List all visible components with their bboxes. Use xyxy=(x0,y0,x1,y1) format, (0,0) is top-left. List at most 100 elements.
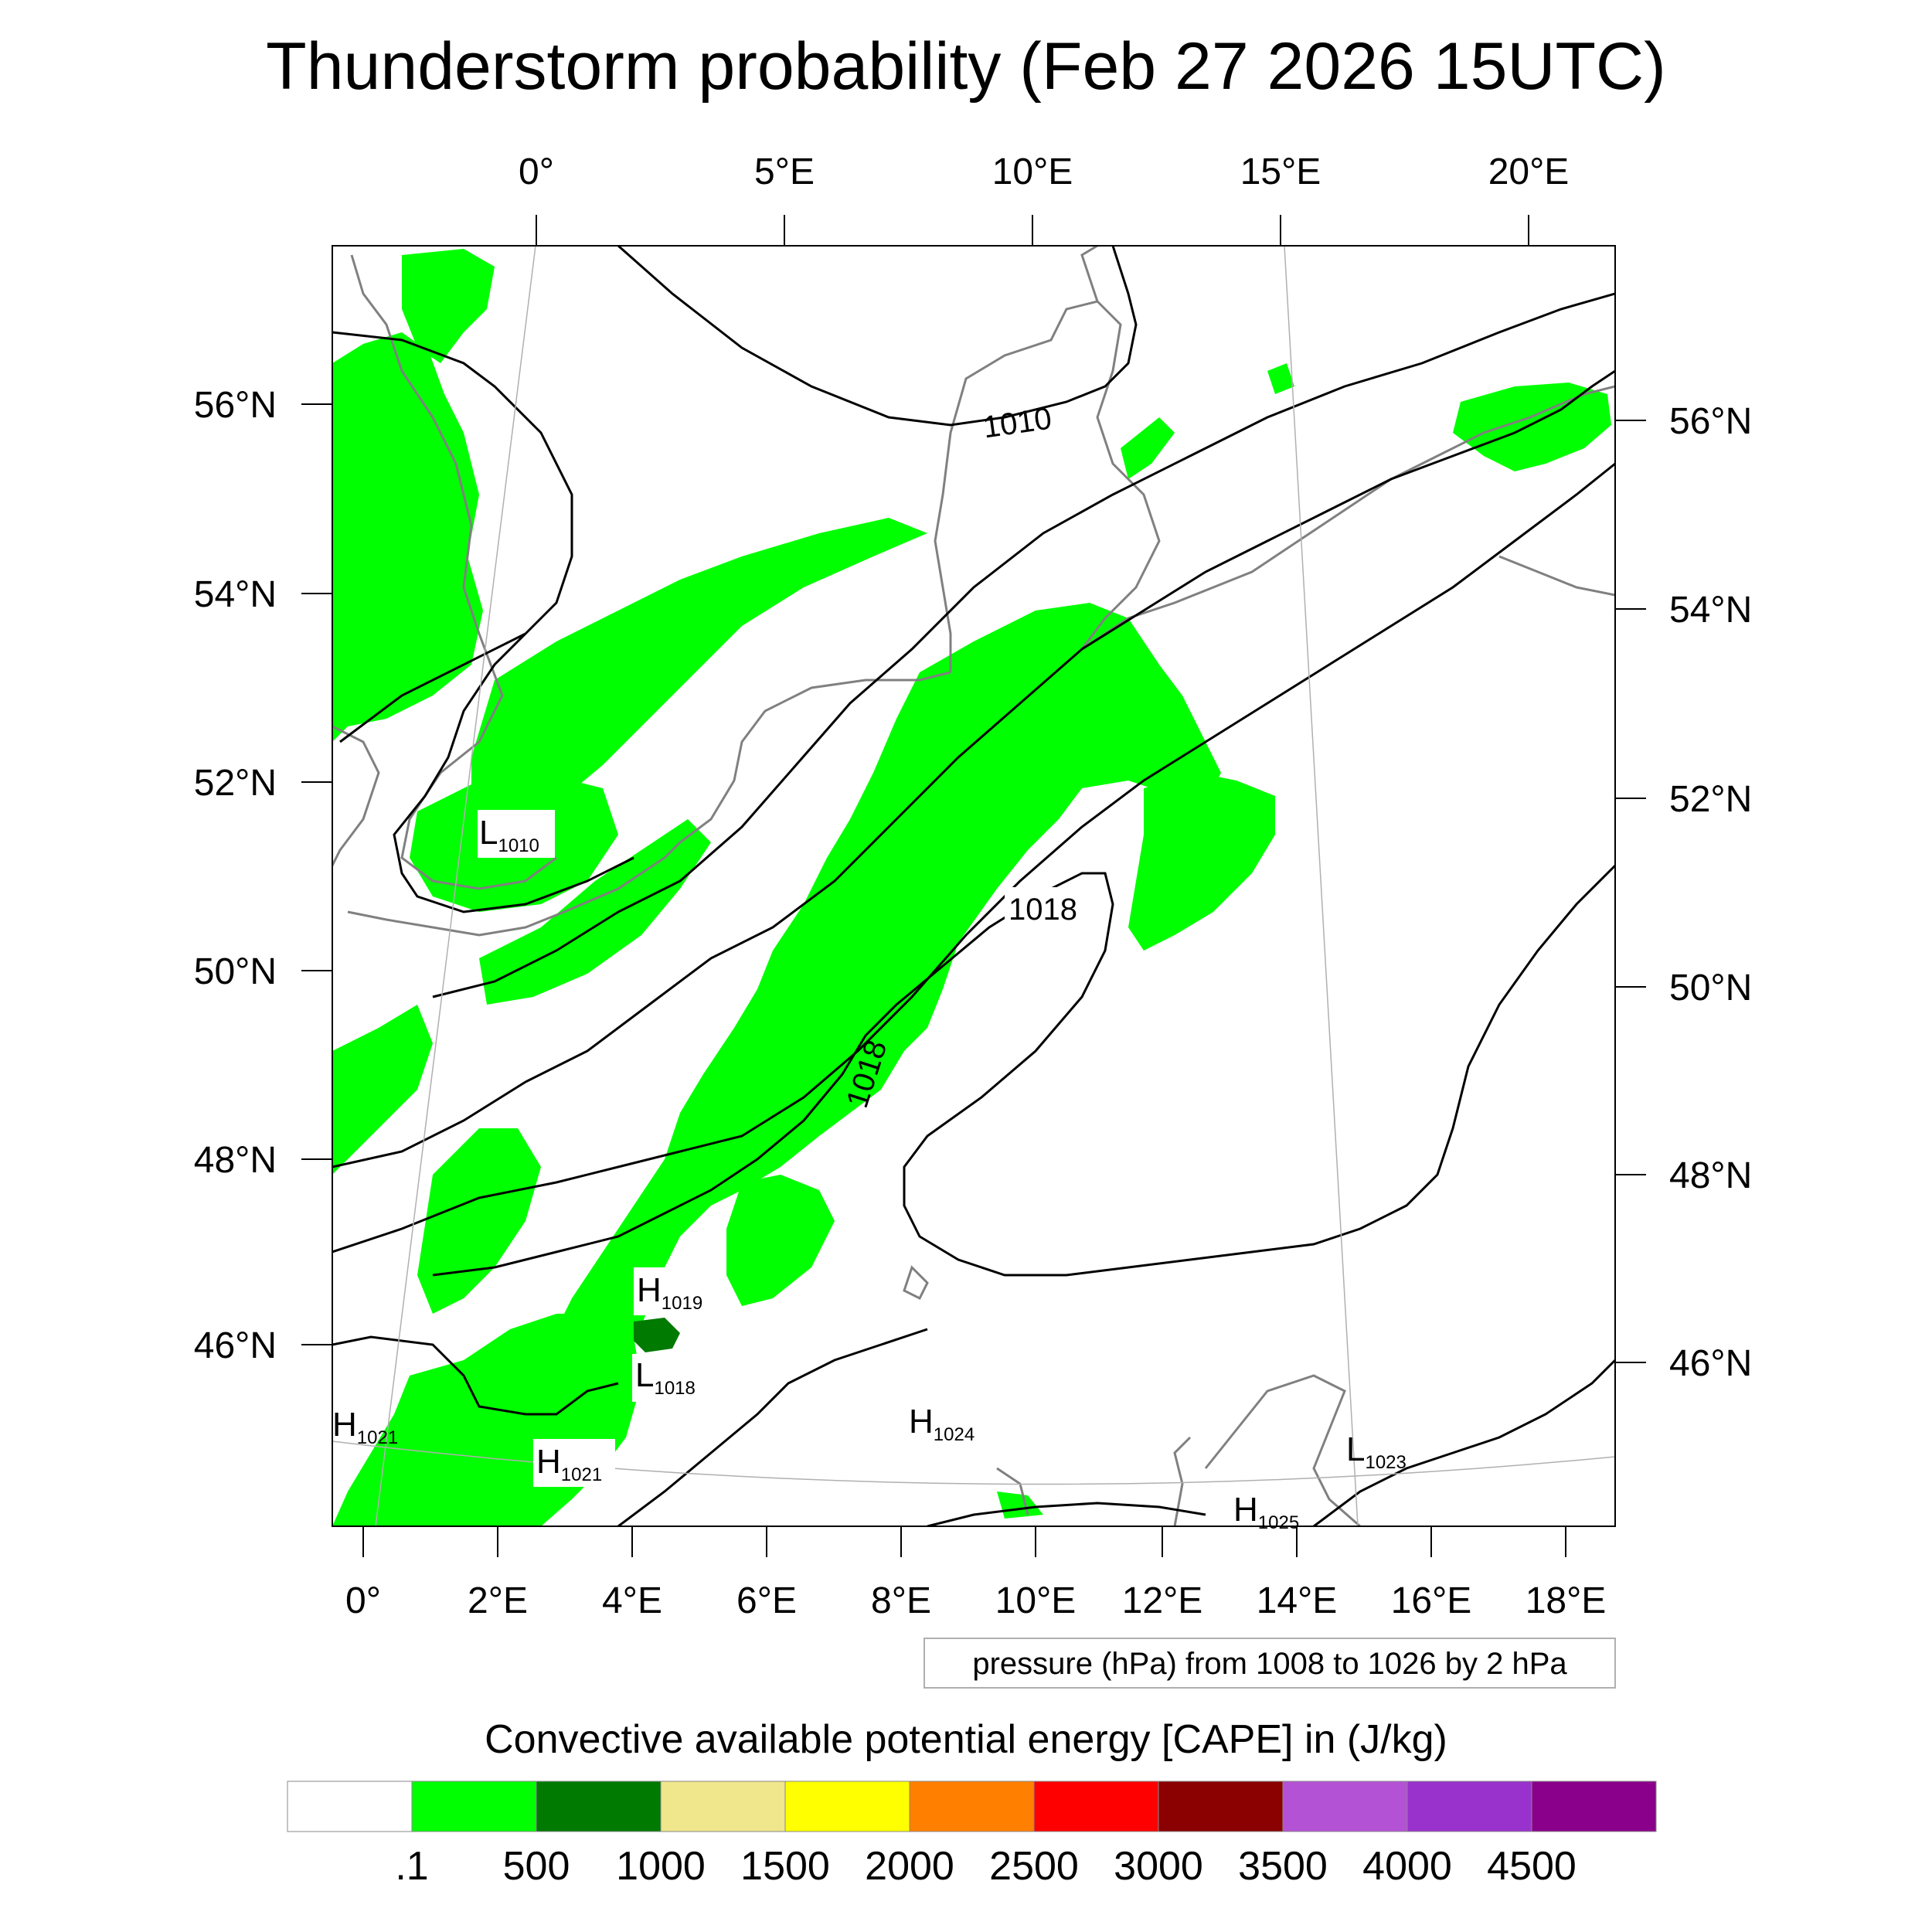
top-lon-label: 20°E xyxy=(1488,151,1570,192)
cape-area-czech xyxy=(1128,773,1275,951)
bottom-lon-label: 14°E xyxy=(1257,1580,1338,1621)
pressure-center: H1021 xyxy=(332,1406,398,1448)
cape-area-france-southwest xyxy=(332,1005,433,1175)
coastlines xyxy=(332,246,1615,1526)
colorbar-label: 3500 xyxy=(1238,1844,1328,1889)
colorbar-swatch xyxy=(1033,1781,1159,1832)
isobar-1022 xyxy=(617,1328,928,1526)
parallel-45n xyxy=(332,1440,1615,1485)
top-lon-label: 5°E xyxy=(754,151,815,192)
right-lat-label: 54°N xyxy=(1669,590,1752,631)
right-lat-label: 48°N xyxy=(1669,1155,1752,1196)
coastline-lake xyxy=(903,1265,929,1301)
map-frame xyxy=(332,245,1616,1527)
colorbar-label: 1000 xyxy=(616,1844,706,1889)
colorbar-label: 4500 xyxy=(1487,1844,1577,1889)
cape-area-denmark xyxy=(1121,417,1175,479)
top-lon-label: 10°E xyxy=(992,151,1073,192)
bottom-lon-label: 12°E xyxy=(1122,1580,1203,1621)
contour-note: pressure (hPa) from 1008 to 1026 by 2 hP… xyxy=(923,1638,1616,1689)
isobar-1012 xyxy=(432,292,1615,998)
top-lon-label: 0° xyxy=(519,151,554,192)
bottom-lon-label: 6°E xyxy=(736,1580,797,1621)
right-lat-label: 56°N xyxy=(1669,401,1752,442)
isobar-1010-north xyxy=(332,331,634,913)
isobar-1016 xyxy=(332,462,1615,1253)
bottom-lon-label: 18°E xyxy=(1526,1580,1607,1621)
bottom-lon-label: 4°E xyxy=(602,1580,662,1621)
coastline-ireland xyxy=(332,725,380,866)
bottom-lon-label: 8°E xyxy=(871,1580,931,1621)
contour-note-text: pressure (hPa) from 1008 to 1026 by 2 hP… xyxy=(972,1647,1567,1681)
colorbar-title: Convective available potential energy [C… xyxy=(485,1717,1447,1762)
contour-label: 1018 xyxy=(1009,893,1077,927)
left-lat-label: 56°N xyxy=(194,385,277,426)
isobar-1014 xyxy=(332,369,1615,1168)
colorbar-swatch xyxy=(1406,1781,1532,1832)
cape-area-france-west xyxy=(417,1128,541,1314)
coastline-italy xyxy=(1173,1436,1192,1526)
cape-area-poland-small xyxy=(1267,363,1294,394)
contour-note-box xyxy=(923,1638,1616,1689)
isobars xyxy=(332,246,1615,1526)
meridian-0 xyxy=(375,246,536,1526)
colorbar-swatch xyxy=(1282,1781,1408,1832)
colorbar: Convective available potential energy [C… xyxy=(287,1717,1657,1889)
map-panel: 0° 5°E 10°E 15°E 20°E 0° 2°E 4°E 6°E 8°E… xyxy=(194,151,1753,1621)
cape-fields-mid xyxy=(634,1318,680,1352)
ticks xyxy=(301,215,1646,1557)
cape-area-1000 xyxy=(634,1318,680,1352)
graticule xyxy=(332,246,1615,1526)
cape-area-corsica xyxy=(997,1492,1043,1519)
colorbar-swatch xyxy=(784,1781,910,1832)
pressure-center: L1010 xyxy=(479,814,539,856)
cape-area-uk-north xyxy=(332,332,483,742)
colorbar-label: 4000 xyxy=(1362,1844,1452,1889)
left-lat-label: 50°N xyxy=(194,951,277,992)
colorbar-label: 3000 xyxy=(1114,1844,1203,1889)
colorbar-swatch xyxy=(1531,1781,1657,1832)
colorbar-label: .1 xyxy=(395,1844,428,1889)
top-lon-label: 15°E xyxy=(1240,151,1321,192)
pressure-center: L1023 xyxy=(1346,1430,1406,1473)
left-lat-label: 54°N xyxy=(194,574,277,615)
pressure-centers: L1010 H1019 L1018 H1021 H1021 H1024 L102… xyxy=(332,810,1406,1533)
isobar-south-east xyxy=(1313,1359,1615,1526)
left-lat-label: 46°N xyxy=(194,1325,277,1366)
cape-area-alps-band xyxy=(726,1175,835,1306)
cape-area-scotland xyxy=(402,249,495,363)
right-lat-labels: 56°N 54°N 52°N 50°N 48°N 46°N xyxy=(1669,401,1752,1384)
chart-title: Thunderstorm probability (Feb 27 2026 15… xyxy=(266,29,1666,104)
colorbar-swatch xyxy=(411,1781,537,1832)
bottom-lon-label: 2°E xyxy=(468,1580,528,1621)
coastline-latvia xyxy=(1498,555,1615,597)
colorbar-label: 1500 xyxy=(740,1844,830,1889)
top-lon-labels: 0° 5°E 10°E 15°E 20°E xyxy=(519,151,1569,192)
colorbar-swatch xyxy=(536,1781,662,1832)
isobar-1020 xyxy=(332,1335,619,1416)
pressure-center: H1021 xyxy=(536,1443,602,1485)
right-lat-label: 46°N xyxy=(1669,1343,1752,1384)
colorbar-swatch xyxy=(660,1781,786,1832)
coastline-denmark xyxy=(934,300,1161,672)
colorbar-swatch xyxy=(1158,1781,1284,1832)
isobar-upper xyxy=(339,632,526,743)
coastline-france-north xyxy=(347,841,682,937)
bottom-lon-label: 10°E xyxy=(995,1580,1077,1621)
coastline-baltic-south xyxy=(1081,385,1615,651)
pressure-center: H1025 xyxy=(1233,1491,1299,1533)
left-lat-label: 52°N xyxy=(194,763,277,804)
coastline-adriatic xyxy=(1204,1374,1361,1526)
colorbar-label: 2500 xyxy=(989,1844,1079,1889)
isobar-1024 xyxy=(927,1502,1206,1526)
right-lat-label: 50°N xyxy=(1669,968,1752,1009)
colorbar-boxes xyxy=(287,1781,1657,1832)
pressure-center: H1019 xyxy=(637,1271,702,1314)
coastline-uk xyxy=(350,254,557,890)
colorbar-label: 2000 xyxy=(865,1844,954,1889)
left-lat-label: 48°N xyxy=(194,1140,277,1181)
pressure-center: L1018 xyxy=(635,1356,696,1399)
colorbar-swatch xyxy=(909,1781,1035,1832)
meridian-15e xyxy=(1284,246,1359,1526)
